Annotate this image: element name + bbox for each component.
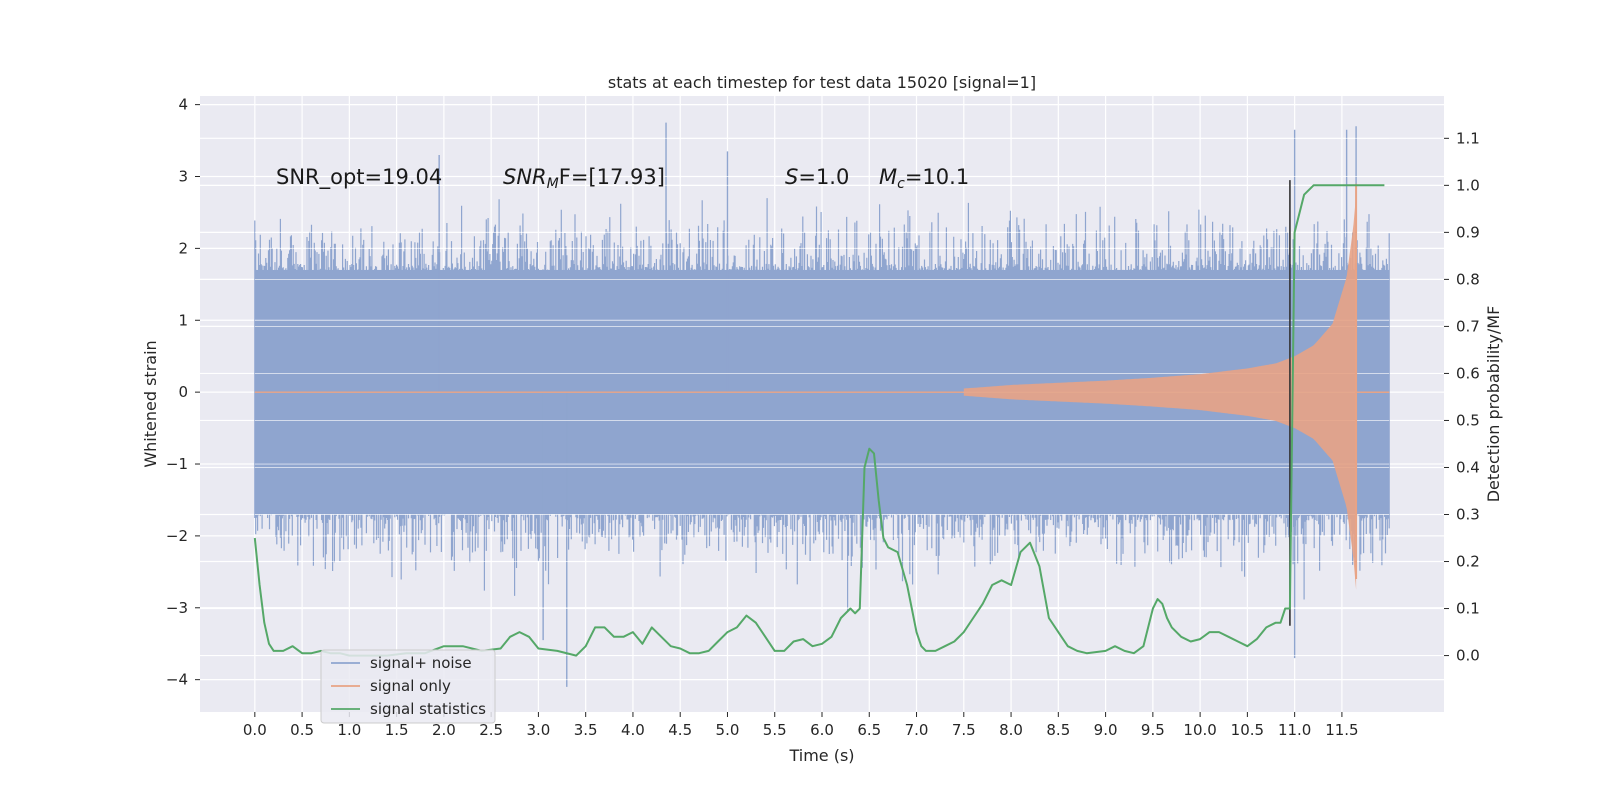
y-tick-label: 3 xyxy=(178,168,188,186)
x-tick-label: 2.0 xyxy=(432,721,456,739)
y2-axis-label: Detection probability/MF xyxy=(1484,306,1503,503)
x-axis-label: Time (s) xyxy=(788,746,854,765)
y2-tick-label: 0.8 xyxy=(1456,270,1480,288)
x-tick-label: 11.5 xyxy=(1325,721,1358,739)
chirp-envelope xyxy=(963,194,1357,590)
x-tick-label: 1.0 xyxy=(337,721,361,739)
x-tick-label: 5.5 xyxy=(763,721,787,739)
annotation-mc-subscript: c xyxy=(897,176,905,192)
y-tick-label: −1 xyxy=(166,455,188,473)
annotation-snr-mf-subscript: M xyxy=(547,176,559,192)
y-tick-label: 1 xyxy=(178,311,188,329)
y2-tick-label: 1.0 xyxy=(1456,176,1480,194)
y2-tick-label: 0.5 xyxy=(1456,411,1480,429)
x-tick-label: 1.5 xyxy=(385,721,409,739)
y-tick-label: −3 xyxy=(166,599,188,617)
legend-label-signal-statistics: signal statistics xyxy=(370,700,486,718)
x-tick-label: 0.0 xyxy=(243,721,267,739)
annotation-snr-mf-symbol: SNR xyxy=(503,165,547,189)
x-tick-label: 10.0 xyxy=(1183,721,1216,739)
x-tick-label: 9.0 xyxy=(1094,721,1118,739)
signal-only-series xyxy=(254,183,1390,590)
x-tick-label: 5.0 xyxy=(716,721,740,739)
y2-axis-ticks: 1.1 1.0 0.9 0.8 0.7 0.6 0.5 0.4 0.3 0.2 0.1 0.0 xyxy=(1444,129,1480,665)
annotation-mc-symbol: M xyxy=(879,165,897,189)
annotation-snr-opt: SNR_opt=19.04 xyxy=(276,165,442,190)
annotation-s-value: =1.0 xyxy=(798,165,849,189)
y2-tick-label: 0.2 xyxy=(1456,553,1480,571)
x-tick-label: 3.0 xyxy=(526,721,550,739)
x-tick-label: 2.5 xyxy=(479,721,503,739)
y2-tick-label: 0.9 xyxy=(1456,223,1480,241)
y-tick-label: −2 xyxy=(166,527,188,545)
x-tick-label: 6.0 xyxy=(810,721,834,739)
y-tick-label: 0 xyxy=(178,383,188,401)
annotation-s-symbol: S xyxy=(785,165,798,189)
y2-tick-label: 0.3 xyxy=(1456,506,1480,524)
y2-tick-label: 0.1 xyxy=(1456,600,1480,618)
x-tick-label: 4.0 xyxy=(621,721,645,739)
y2-tick-label: 0.4 xyxy=(1456,458,1480,476)
legend-box xyxy=(320,649,496,724)
x-tick-label: 6.5 xyxy=(857,721,881,739)
y-axis-ticks: 4 3 2 1 0 −1 −2 −3 −4 xyxy=(166,96,200,689)
x-tick-label: 7.5 xyxy=(952,721,976,739)
annotation-mc: Mc=10.1 xyxy=(879,165,969,192)
y2-tick-label: 0.6 xyxy=(1456,364,1480,382)
y2-tick-label: 1.1 xyxy=(1456,129,1480,147)
x-tick-label: 10.5 xyxy=(1231,721,1264,739)
y2-tick-label: 0.7 xyxy=(1456,317,1480,335)
annotation-s: S=1.0 xyxy=(785,165,849,189)
chart-title: stats at each timestep for test data 150… xyxy=(608,73,1036,92)
y-axis-label: Whitened strain xyxy=(141,340,160,467)
legend-label-signal-noise: signal+ noise xyxy=(370,654,472,672)
annotation-snr-mf: SNRMF=[17.93] xyxy=(503,165,665,192)
x-tick-label: 8.5 xyxy=(1046,721,1070,739)
x-axis-ticks: 0.0 0.5 1.0 1.5 2.0 2.5 3.0 3.5 4.0 4.5 5.0 5.5 6.0 6… xyxy=(243,712,1359,739)
x-tick-label: 4.5 xyxy=(668,721,692,739)
x-tick-label: 3.5 xyxy=(574,721,598,739)
y2-tick-label: 0.0 xyxy=(1456,647,1480,665)
y-tick-label: 4 xyxy=(178,96,188,114)
legend: signal+ noise signal only signal statist… xyxy=(320,649,496,724)
legend-label-signal-only: signal only xyxy=(370,677,451,695)
y-tick-label: −4 xyxy=(166,671,188,689)
x-tick-label: 11.0 xyxy=(1278,721,1311,739)
annotation-snr-mf-value: F=[17.93] xyxy=(559,165,665,189)
x-tick-label: 7.0 xyxy=(905,721,929,739)
x-tick-label: 8.0 xyxy=(999,721,1023,739)
x-tick-label: 0.5 xyxy=(290,721,314,739)
y-tick-label: 2 xyxy=(178,239,188,257)
annotation-mc-value: =10.1 xyxy=(905,165,969,189)
x-tick-label: 9.5 xyxy=(1141,721,1165,739)
